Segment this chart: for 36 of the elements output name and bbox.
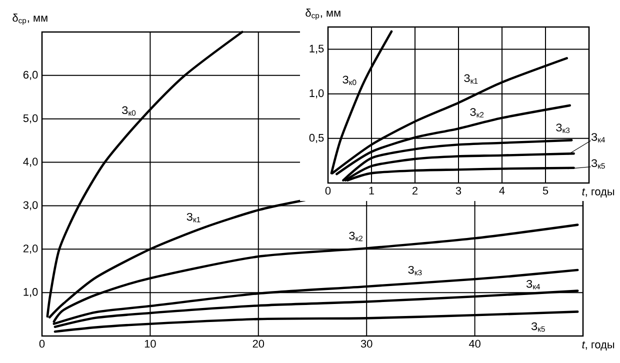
x-tick-label: 2 <box>412 186 418 194</box>
x-tick-label: 3 <box>456 186 462 195</box>
series-label: З$_{к3}$ <box>556 124 570 134</box>
series-label: З$_{к5}$ <box>531 322 545 332</box>
y-tick-label: 1,0 <box>310 89 324 98</box>
series-label: З$_{к0}$ <box>342 76 356 86</box>
x-tick-label: 1 <box>369 186 374 194</box>
legend-label: З$_{к5}$ <box>591 159 605 169</box>
y-tick-label: 1,5 <box>310 44 324 54</box>
y-tick-label: 5,0 <box>23 114 38 124</box>
x-tick-label: 0 <box>325 186 331 195</box>
series-label: З$_{к2}$ <box>470 108 484 118</box>
y-tick-label: 2,0 <box>23 244 38 254</box>
series-label: З$_{к1}$ <box>186 212 200 222</box>
y-tick-label: 0,5 <box>309 134 324 143</box>
y-axis-title: δ$_{ср}$, мм <box>306 8 340 20</box>
x-tick-label: 0 <box>39 340 45 348</box>
x-axis-title: t, годы <box>582 188 614 198</box>
series-label: З$_{к1}$ <box>464 74 478 84</box>
y-tick-label: 3,0 <box>23 201 38 210</box>
y-axis-title: δ$_{ср}$, мм <box>12 14 48 25</box>
x-axis-title: t, годы <box>582 341 614 350</box>
x-tick-label: 30 <box>360 340 372 348</box>
y-tick-label: 1,0 <box>24 288 38 298</box>
series-label: З$_{к3}$ <box>408 266 422 276</box>
series-label: З$_{к4}$ <box>526 280 540 290</box>
y-tick-label: 6,0 <box>23 70 38 80</box>
x-tick-label: 40 <box>468 340 480 348</box>
x-tick-label: 5 <box>542 186 548 194</box>
series-label: З$_{к4}$ <box>591 133 606 142</box>
x-tick-label: 10 <box>144 340 156 348</box>
series-label: З$_{к2}$ <box>349 232 363 242</box>
y-tick-label: 4,0 <box>23 158 38 167</box>
series-label: З$_{к0}$ <box>122 106 136 116</box>
x-tick-label: 4 <box>499 186 505 194</box>
x-tick-label: 20 <box>252 340 264 348</box>
